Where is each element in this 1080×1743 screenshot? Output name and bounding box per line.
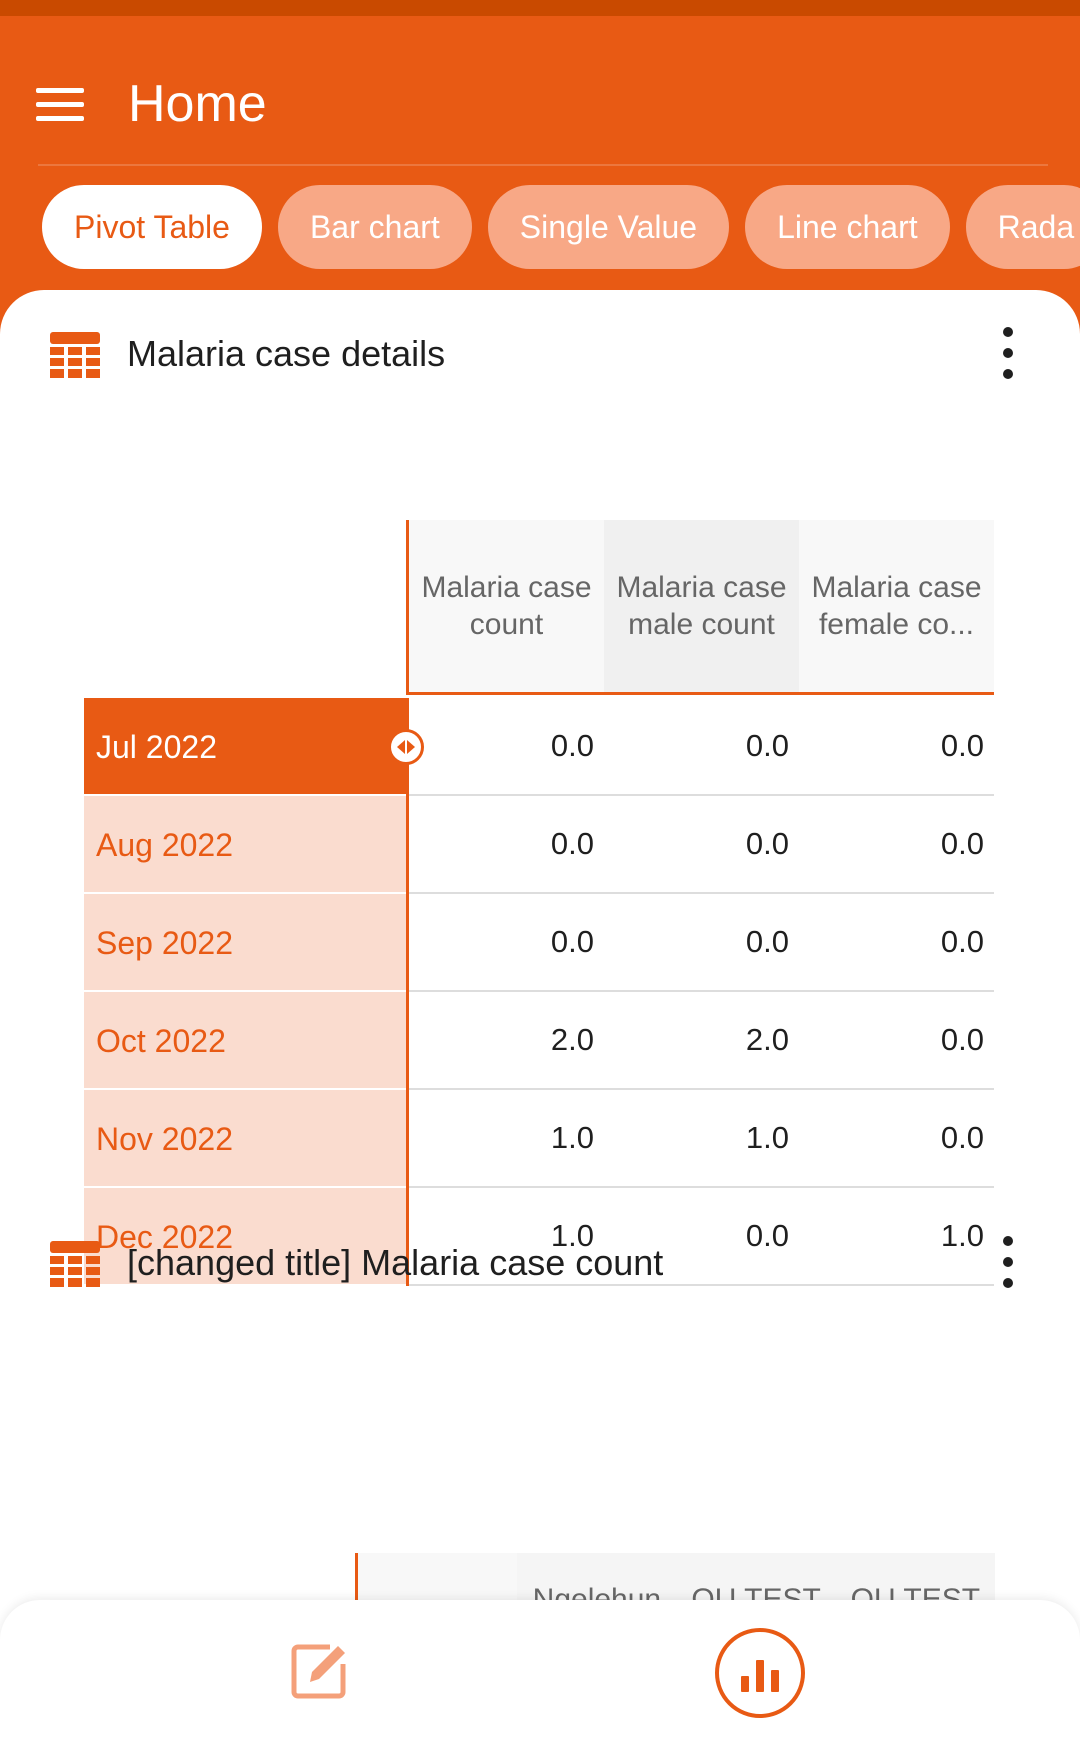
table-cell: 1.0 <box>745 1120 789 1155</box>
column-header[interactable]: Malaria case female co... <box>799 520 994 692</box>
card-header: [changed title] Malaria case count <box>0 1222 1080 1302</box>
table-cell: 0.0 <box>940 924 984 959</box>
table-cell: 0.0 <box>940 728 984 763</box>
row-separator <box>406 992 409 1090</box>
divider <box>38 164 1048 166</box>
row-separator <box>406 796 409 894</box>
table-cell: 1.0 <box>550 1218 594 1253</box>
table-cell: 0.0 <box>550 924 594 959</box>
app-bar: Home Pivot Table Bar chart Single Value Lin… <box>0 16 1080 290</box>
bottom-navigation <box>0 1600 1080 1743</box>
page-title: Home <box>128 75 267 133</box>
table-row: Nov 2022 1.0 1.0 0.0 <box>84 1090 994 1188</box>
visualization-type-chips: Pivot Table Bar chart Single Value Line cha… <box>42 185 1080 269</box>
table-row: Aug 2022 0.0 0.0 0.0 <box>84 796 994 894</box>
row-header[interactable]: Dec 2022 <box>84 1188 406 1286</box>
row-header[interactable]: Nov 2022 <box>84 1090 406 1188</box>
column-header[interactable]: Malaria case count <box>409 520 604 692</box>
card-title: [changed title] Malaria case count <box>127 1242 664 1283</box>
table-cell: 2.0 <box>745 1022 789 1057</box>
card-header: Malaria case details <box>0 313 1080 393</box>
table-cell: 0.0 <box>745 924 789 959</box>
more-vert-icon[interactable] <box>996 1236 1020 1288</box>
table-cell: 0.0 <box>940 1022 984 1057</box>
table-cell: 0.0 <box>745 826 789 861</box>
table-cell: 0.0 <box>745 1218 789 1253</box>
row-header[interactable]: Jul 2022 <box>84 698 424 796</box>
column-header[interactable]: Malaria case male count <box>604 520 799 692</box>
row-header[interactable]: Sep 2022 <box>84 894 406 992</box>
more-vert-icon[interactable] <box>996 327 1020 379</box>
table-cell: 2.0 <box>550 1022 594 1057</box>
chip-pivot-table[interactable]: Pivot Table <box>42 185 262 269</box>
column-resize-icon[interactable] <box>388 729 424 765</box>
table-row: Jul 2022 0.0 0.0 0.0 <box>84 698 994 796</box>
status-bar <box>0 0 1080 16</box>
row-header[interactable]: Aug 2022 <box>84 796 406 894</box>
bar-chart-icon[interactable] <box>715 1628 805 1718</box>
chip-radar[interactable]: Rada <box>965 185 1080 269</box>
pivot-rows: Jul 2022 0.0 0.0 0.0 Aug 2022 0.0 0.0 0.… <box>84 698 994 1286</box>
chip-single-value[interactable]: Single Value <box>487 185 730 269</box>
table-icon <box>50 332 100 378</box>
menu-icon[interactable] <box>36 76 92 132</box>
table-cell: 0.0 <box>940 826 984 861</box>
pivot-column-headers: Malaria case count Malaria case male cou… <box>406 520 994 695</box>
row-header-label: Jul 2022 <box>96 729 217 765</box>
table-cell: 0.0 <box>940 1120 984 1155</box>
table-cell: 0.0 <box>550 728 594 763</box>
dashboard-content[interactable]: Malaria case details Malaria case count … <box>0 290 1080 1743</box>
row-header[interactable]: Oct 2022 <box>84 992 406 1090</box>
row-separator <box>406 1090 409 1188</box>
chip-bar-chart[interactable]: Bar chart <box>277 185 472 269</box>
table-row: Sep 2022 0.0 0.0 0.0 <box>84 894 994 992</box>
table-row: Oct 2022 2.0 2.0 0.0 <box>84 992 994 1090</box>
table-cell: 1.0 <box>940 1218 984 1253</box>
row-separator <box>406 1188 409 1286</box>
table-cell: 1.0 <box>550 1120 594 1155</box>
table-row: Dec 2022 1.0 0.0 1.0 <box>84 1188 994 1286</box>
row-separator <box>406 894 409 992</box>
chip-line-chart[interactable]: Line chart <box>745 185 950 269</box>
table-cell: 0.0 <box>745 728 789 763</box>
table-cell: 0.0 <box>550 826 594 861</box>
table-icon <box>50 1241 100 1287</box>
edit-icon[interactable] <box>290 1642 348 1700</box>
card-title: Malaria case details <box>127 333 446 374</box>
